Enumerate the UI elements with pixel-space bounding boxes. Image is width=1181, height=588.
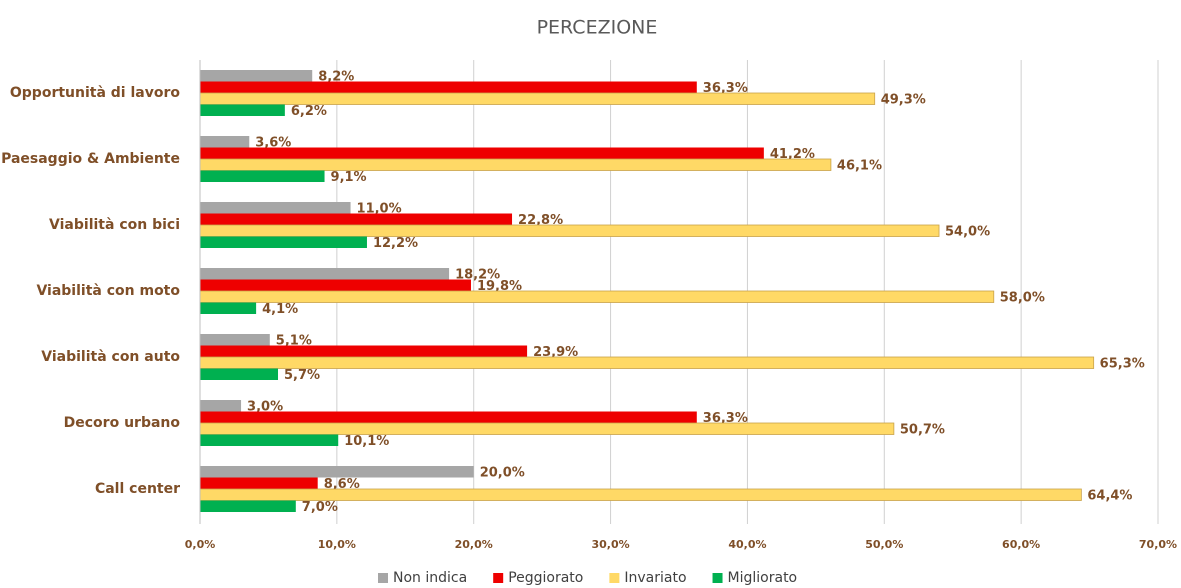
bar [200,400,242,412]
x-tick-label: 60,0% [1002,538,1040,551]
value-label: 12,2% [373,236,418,251]
bar [200,345,528,357]
value-label: 10,1% [344,434,389,449]
value-label: 20,0% [480,465,525,480]
legend-label: Invariato [624,570,686,586]
y-tick-label: Call center [95,481,180,497]
bar [200,466,474,478]
bar [200,279,471,291]
value-label: 11,0% [357,201,402,216]
y-tick-label: Decoro urbano [64,415,181,431]
value-label: 3,6% [255,135,291,150]
value-label: 6,2% [291,104,327,119]
bar [200,334,270,346]
bar [199,422,895,435]
x-tick-label: 10,0% [318,538,356,551]
value-label: 4,1% [262,302,298,317]
bar [200,236,367,248]
bar [200,302,257,314]
x-tick-label: 20,0% [455,538,493,551]
bar [200,477,318,489]
x-tick-label: 40,0% [728,538,766,551]
bar [199,158,832,171]
bar [200,81,697,93]
legend-swatch [493,573,504,583]
bar [200,104,285,116]
value-label: 54,0% [945,224,990,239]
value-label: 65,3% [1100,356,1145,371]
x-tick-label: 70,0% [1139,538,1177,551]
value-label: 41,2% [770,147,815,162]
value-label: 22,8% [518,213,563,228]
bar [200,213,513,225]
x-tick-label: 30,0% [591,538,629,551]
y-tick-label: Paesaggio & Ambiente [1,151,180,167]
legend-label: Peggiorato [508,570,583,586]
bar [199,290,995,303]
bar [200,411,697,423]
bar [200,268,450,280]
value-label: 64,4% [1087,488,1132,503]
chart-title: PERCEZIONE [537,17,658,39]
value-label: 36,3% [703,411,748,426]
value-label: 7,0% [302,500,338,515]
legend-label: Migliorato [728,570,798,586]
bar [199,224,940,237]
x-tick-label: 0,0% [185,538,216,551]
y-tick-label: Viabilità con moto [36,283,180,299]
value-label: 3,0% [247,399,283,414]
y-tick-label: Viabilità con bici [49,217,180,233]
y-tick-label: Viabilità con auto [41,349,180,365]
value-label: 50,7% [900,422,945,437]
value-label: 19,8% [477,279,522,294]
value-label: 23,9% [533,345,578,360]
bar [200,70,313,82]
value-label: 36,3% [703,81,748,96]
legend-label: Non indica [393,570,467,586]
value-label: 8,6% [324,477,360,492]
legend-swatch [712,573,723,583]
value-label: 8,2% [318,69,354,84]
value-label: 58,0% [1000,290,1045,305]
bar [200,500,296,512]
value-label: 5,7% [284,368,320,383]
value-label: 18,2% [455,267,500,282]
value-label: 5,1% [276,333,312,348]
value-label: 49,3% [881,92,926,107]
legend-swatch [378,573,388,583]
bar [200,136,250,148]
bar [200,434,339,446]
bar [200,368,279,380]
value-label: 46,1% [837,158,882,173]
y-tick-label: Opportunità di lavoro [10,85,180,101]
x-tick-label: 50,0% [865,538,903,551]
bar [200,147,764,159]
value-label: 9,1% [331,170,367,185]
bar [200,202,351,214]
bar [200,170,325,182]
legend-swatch [609,573,620,583]
bar [199,356,1095,369]
